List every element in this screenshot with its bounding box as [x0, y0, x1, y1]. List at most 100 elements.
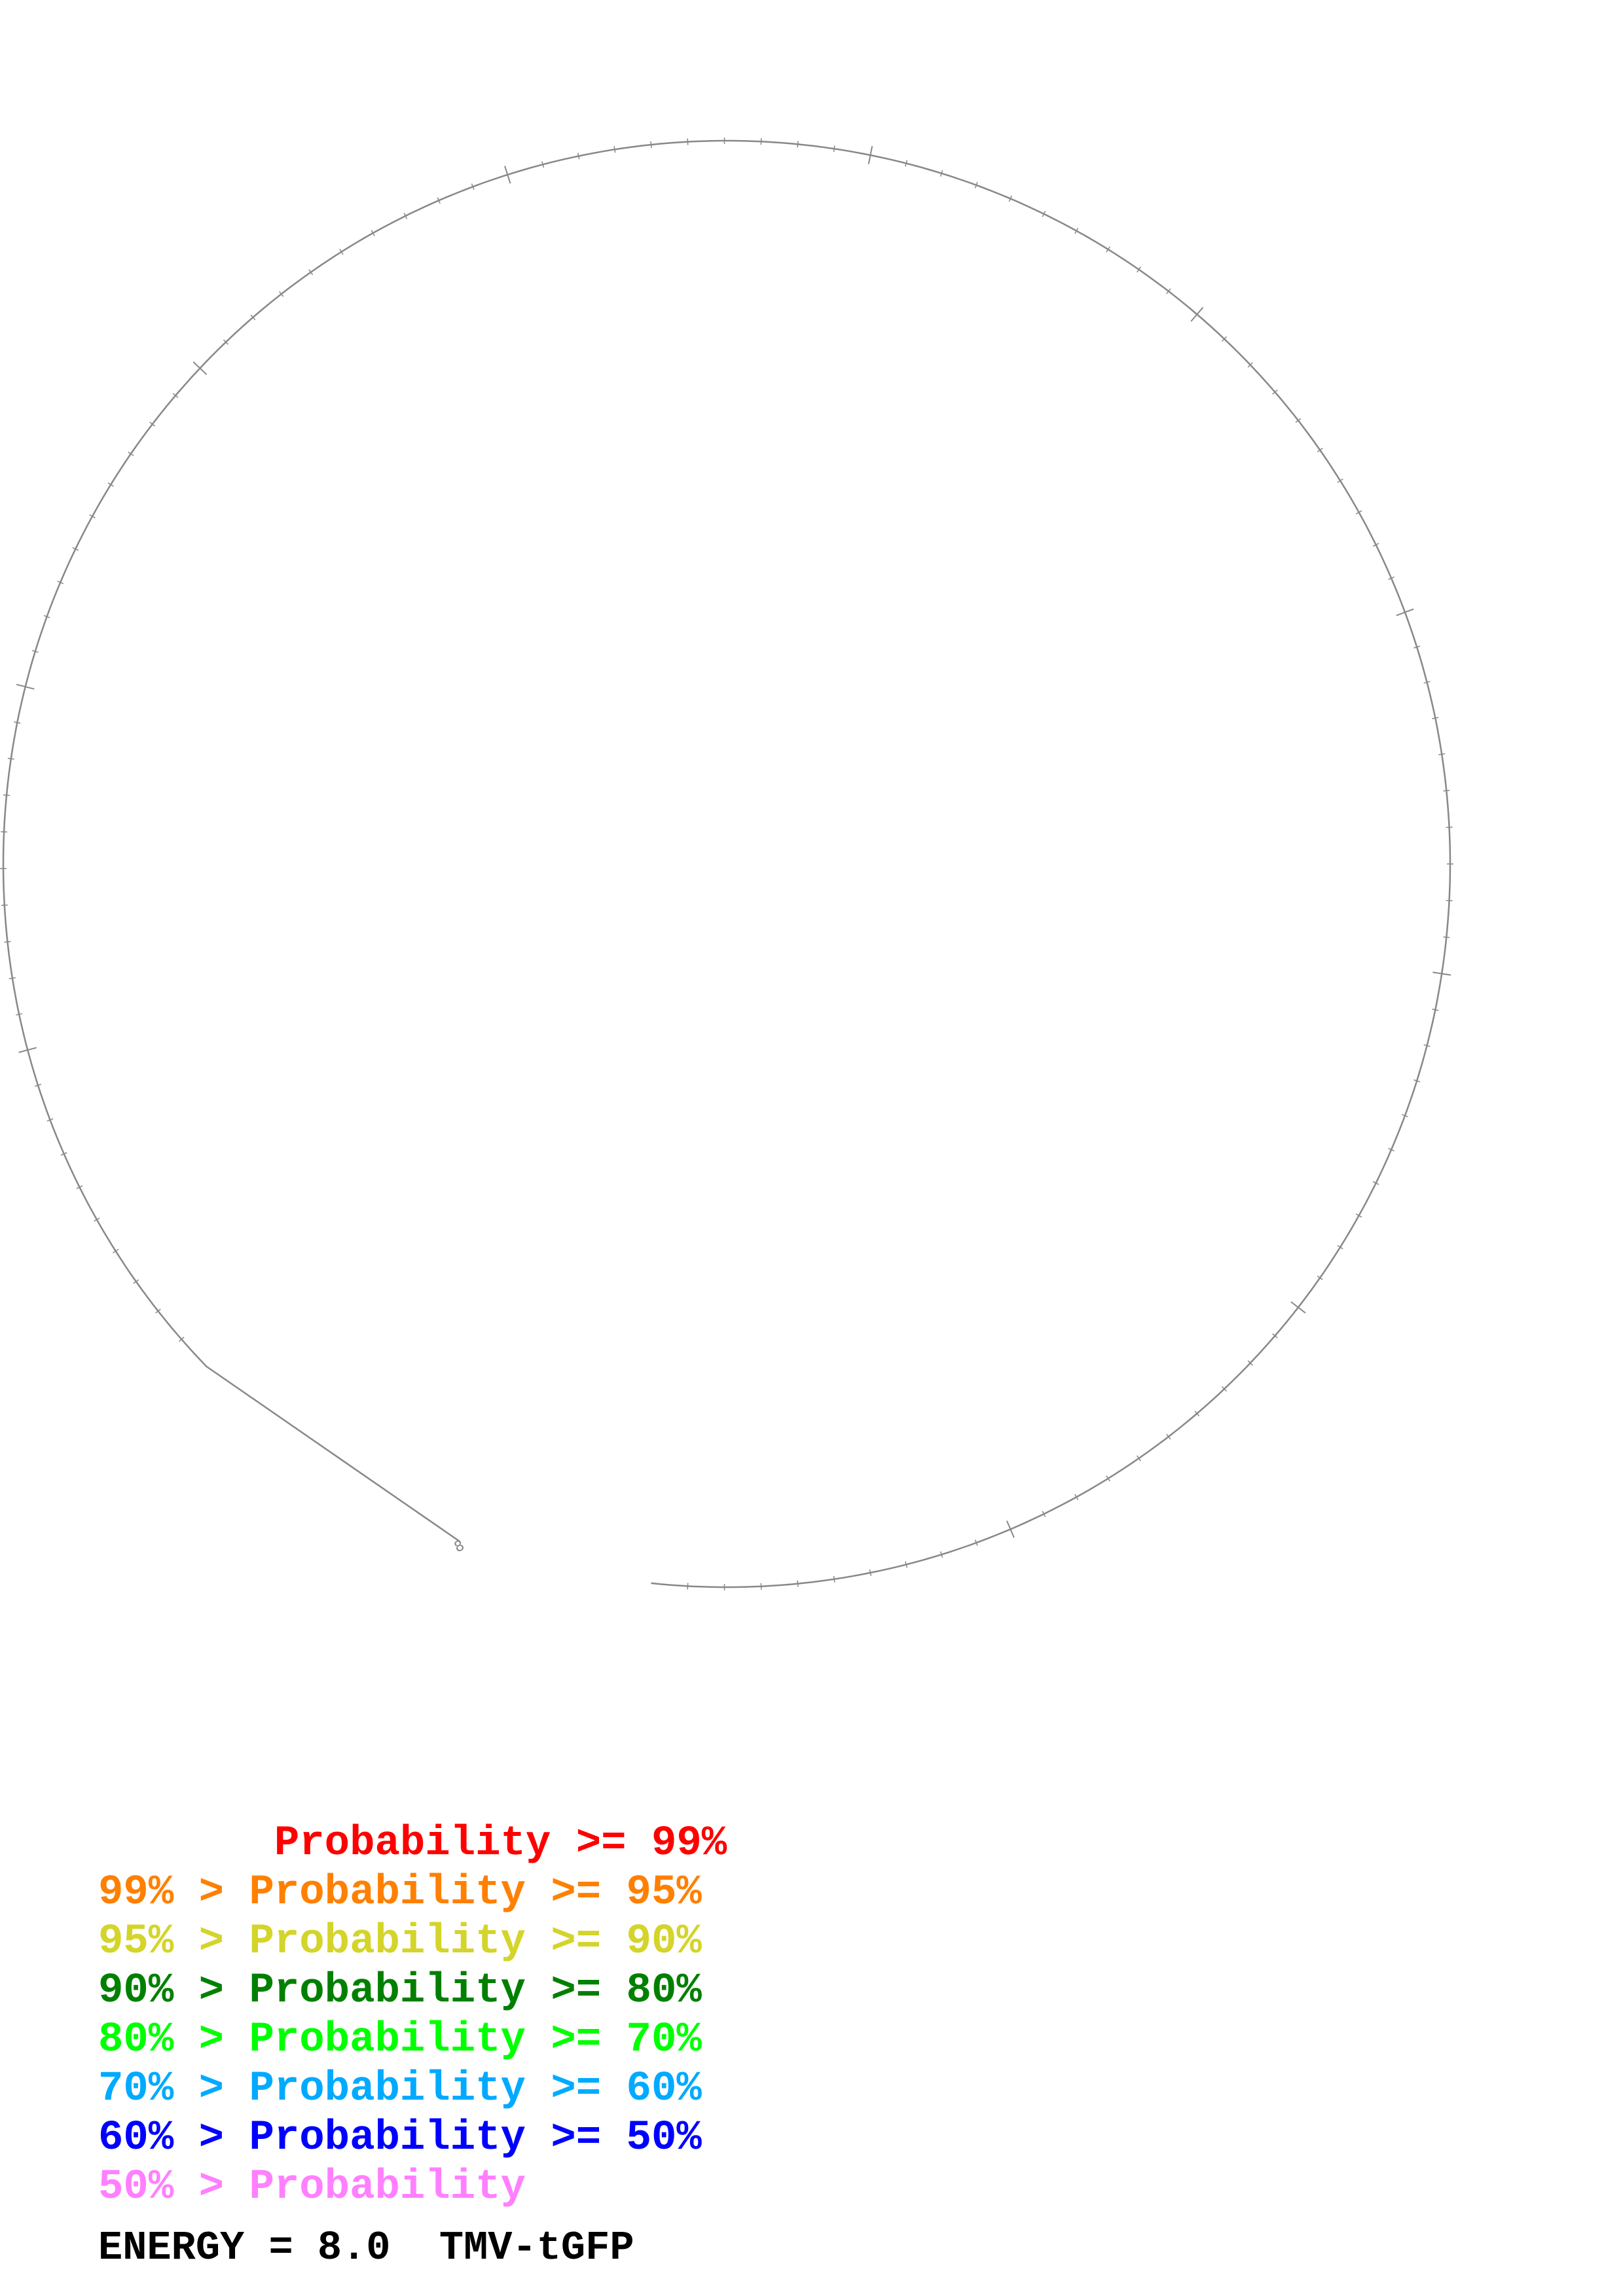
nucleotide-tick [14, 721, 21, 724]
nucleotide-tick [1222, 336, 1227, 342]
nucleotide-tick [34, 1083, 42, 1087]
legend-entry: 70% > Probability >= 60% [98, 2066, 702, 2113]
nucleotide-tick [939, 1551, 943, 1558]
legend-entry: 50% > Probability [98, 2164, 526, 2211]
major-tick [192, 361, 208, 375]
legend-entry: 90% > Probability >= 80% [98, 1967, 702, 2015]
legend-entry: 99% > Probability >= 95% [98, 1869, 702, 1916]
major-tick [1290, 1301, 1306, 1314]
nucleotide-tick [797, 1580, 799, 1587]
nucleotide-tick [1317, 448, 1323, 453]
nucleotide-tick [1413, 645, 1421, 649]
nucleotide-tick [437, 197, 441, 204]
nucleotide-tick [1247, 1360, 1253, 1366]
nucleotide-tick [107, 482, 114, 487]
nucleotide-tick [833, 1575, 835, 1583]
nucleotide-tick [1372, 1181, 1379, 1185]
major-tick [867, 146, 873, 164]
nucleotide-tick [1413, 1079, 1421, 1083]
nucleotide-tick [43, 615, 50, 619]
nucleotide-tick [833, 145, 835, 152]
major-tick [1396, 608, 1414, 617]
nucleotide-tick [974, 1539, 978, 1547]
nucleotide-tick [308, 269, 314, 276]
nucleotide-tick [60, 1152, 67, 1156]
nucleotide-tick [1402, 1114, 1408, 1118]
nucleotide-tick [403, 213, 408, 219]
nucleotide-tick [3, 794, 10, 797]
nucleotide-tick [905, 160, 908, 167]
nucleotide-tick [1355, 510, 1362, 514]
nucleotide-tick [1, 905, 8, 906]
nucleotide-tick [1136, 1455, 1141, 1462]
nucleotide-tick [1272, 1333, 1278, 1338]
nucleotide-tick [613, 146, 616, 153]
nucleotide-tick [9, 977, 16, 980]
legend-entry: Probability >= 99% [98, 1820, 727, 1867]
nucleotide-tick [371, 230, 375, 236]
nucleotide-tick [939, 170, 943, 177]
nucleotide-tick [1423, 1044, 1431, 1047]
nucleotide-tick [76, 1185, 83, 1189]
legend-entry: 80% > Probability >= 70% [98, 2017, 702, 2064]
nucleotide-tick [112, 1249, 119, 1253]
nucleotide-tick [1166, 1433, 1171, 1440]
nucleotide-tick [1106, 1475, 1110, 1482]
nucleotide-tick [1074, 227, 1079, 234]
nucleotide-tick [1106, 246, 1110, 253]
nucleotide-tick [1432, 1009, 1439, 1011]
nucleotide-tick [128, 451, 134, 456]
nucleotide-tick [149, 422, 156, 427]
nucleotide-tick [974, 181, 978, 188]
major-tick [504, 166, 511, 184]
nucleotide-tick [1194, 1410, 1200, 1416]
nucleotide-tick [1388, 1147, 1395, 1152]
nucleotide-tick [1074, 1494, 1079, 1501]
nucleotide-tick [1272, 389, 1278, 395]
legend-entry: 95% > Probability >= 90% [98, 1918, 702, 1965]
nucleotide-tick [1337, 1245, 1343, 1249]
nucleotide-tick [1295, 418, 1302, 423]
nucleotide-tick [797, 141, 799, 148]
nucleotide-tick [905, 1561, 908, 1568]
nucleotide-tick [869, 1569, 872, 1577]
nucleotide-tick [1136, 266, 1141, 273]
nucleotide-tick [16, 1013, 23, 1016]
nucleotide-tick [471, 183, 475, 190]
nucleotide-tick [1372, 543, 1379, 547]
nucleotide-tick [1337, 478, 1343, 483]
nucleotide-tick [1355, 1213, 1362, 1218]
nucleotide-tick [687, 138, 689, 145]
nucleotide-tick [250, 314, 256, 321]
nucleotide-tick [339, 249, 344, 255]
major-tick [1006, 1520, 1015, 1538]
nucleotide-tick [1008, 195, 1012, 202]
major-tick [18, 1047, 37, 1053]
nucleotide-tick [687, 1583, 689, 1590]
nucleotide-tick [172, 393, 179, 399]
nucleotide-tick [279, 291, 284, 297]
rna-structure-diagram: 8 [0, 137, 1453, 1590]
major-tick [16, 683, 35, 690]
nucleotide-tick [223, 339, 228, 345]
nucleotide-tick [7, 757, 14, 760]
nucleotide-tick [1423, 681, 1431, 684]
nucleotide-tick [1443, 936, 1450, 939]
nucleotide-tick [1247, 362, 1253, 368]
nucleotide-tick [1317, 1275, 1323, 1280]
legend-entry: 60% > Probability >= 50% [98, 2115, 702, 2162]
nucleotide-tick [1166, 288, 1171, 295]
nucleotide-tick [1432, 717, 1439, 719]
nucleotide-tick [1446, 826, 1453, 828]
nucleotide-tick [94, 1217, 100, 1222]
nucleotide-tick [1388, 576, 1395, 581]
nucleotide-tick [178, 1336, 185, 1342]
major-tick [1190, 307, 1204, 322]
nucleotide-tick [57, 581, 64, 584]
probability-legend: Probability >= 99% 99% > Probability >= 9… [98, 1820, 727, 2212]
energy-label: ENERGY = 8.0 TMV-tGFP [98, 2225, 634, 2271]
nucleotide-tick [541, 161, 545, 168]
nucleotide-tick [89, 514, 96, 518]
nucleotide-tick [1222, 1386, 1227, 1392]
sequence-start-marker: 8 [452, 1537, 467, 1556]
